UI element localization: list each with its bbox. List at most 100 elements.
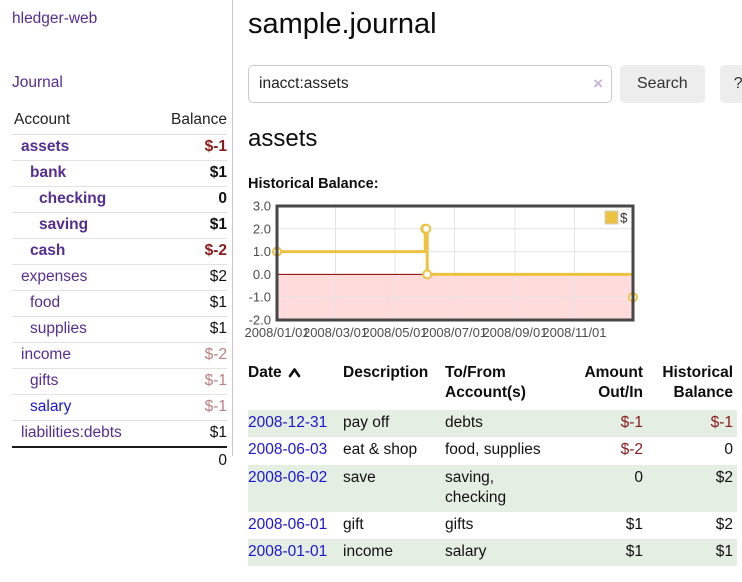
register-accounts-cell: saving, checking xyxy=(445,468,507,506)
register-header-amount[interactable]: Amount Out/In xyxy=(584,364,643,402)
account-link[interactable]: assets xyxy=(21,138,70,155)
accounts-total-value: 0 xyxy=(154,446,227,474)
account-balance: $-1 xyxy=(154,134,227,161)
x-tick-label: 2008/09/01 xyxy=(482,325,547,340)
register-accounts-cell: salary xyxy=(445,542,487,560)
app-brand-link[interactable]: hledger-web xyxy=(12,10,98,27)
register-header-description[interactable]: Description xyxy=(343,364,429,381)
account-balance: $1 xyxy=(154,160,227,187)
account-row: checking 0 xyxy=(12,186,227,213)
account-row: saving $1 xyxy=(12,212,227,239)
register-balance-cell: $-1 xyxy=(710,414,733,432)
register-header-date[interactable]: Date xyxy=(248,361,343,410)
transaction-date-link[interactable]: 2008-06-01 xyxy=(248,515,328,533)
account-name-cell: liabilities:debts xyxy=(12,421,154,448)
account-name-cell: assets xyxy=(12,134,155,161)
x-tick-label: 2008/05/01 xyxy=(362,325,427,340)
account-link[interactable]: checking xyxy=(39,190,107,207)
chart-legend-swatch xyxy=(604,210,619,225)
search-input-wrap: × xyxy=(248,65,612,103)
y-tick-label: 3.0 xyxy=(253,199,271,214)
account-balance: $-1 xyxy=(154,394,227,421)
account-link[interactable]: supplies xyxy=(30,320,87,337)
account-link[interactable]: saving xyxy=(39,216,89,233)
search-button[interactable]: Search xyxy=(620,65,705,103)
account-row: food $1 xyxy=(12,290,227,317)
account-link[interactable]: income xyxy=(21,346,71,363)
account-name-cell: expenses xyxy=(12,264,155,291)
register-date-cell: 2008-06-01 xyxy=(248,512,343,539)
register-amount-cell: 0 xyxy=(634,468,643,486)
register-description-cell: income xyxy=(343,542,393,560)
account-row: bank $1 xyxy=(12,160,227,187)
register-amount-cell: $1 xyxy=(625,542,643,560)
transaction-date-link[interactable]: 2008-01-01 xyxy=(248,542,328,560)
account-link[interactable]: bank xyxy=(30,164,67,181)
register-accounts-cell: debts xyxy=(445,414,483,432)
chart-heading: Historical Balance: xyxy=(248,176,379,192)
account-name-cell: income xyxy=(12,342,155,369)
account-name-cell: checking xyxy=(12,186,155,213)
register-amount-cell: $-1 xyxy=(620,414,643,432)
account-link[interactable]: expenses xyxy=(21,268,88,285)
account-link[interactable]: liabilities:debts xyxy=(21,424,122,441)
help-button[interactable]: ? xyxy=(719,65,742,103)
sidebar-item-journal[interactable]: Journal xyxy=(12,74,63,91)
account-row: gifts $-1 xyxy=(12,368,227,395)
register-table: Date Description To/From Account(s) Amou… xyxy=(248,361,737,567)
register-date-cell: 2008-12-31 xyxy=(248,410,343,437)
register-header-balance[interactable]: Historical Balance xyxy=(662,364,733,402)
register-description-cell: save xyxy=(343,468,376,486)
y-tick-label: -2.0 xyxy=(249,313,271,328)
register-accounts-cell: food, supplies xyxy=(445,441,541,459)
register-amount-cell: $-2 xyxy=(620,441,643,459)
account-row: cash $-2 xyxy=(12,238,227,265)
register-date-cell: 2008-06-02 xyxy=(248,465,343,512)
account-balance: $1 xyxy=(154,212,227,239)
account-balance: $-1 xyxy=(154,368,227,395)
register-row: 2008-06-01 gift gifts $1 $2 xyxy=(248,512,737,539)
account-link[interactable]: food xyxy=(30,294,61,311)
main-content: sample.journal × Search ? assets Histori… xyxy=(244,0,742,567)
account-link[interactable]: gifts xyxy=(30,372,59,389)
sort-ascending-icon xyxy=(288,368,300,378)
register-header-accounts[interactable]: To/From Account(s) xyxy=(445,364,526,402)
search-input[interactable] xyxy=(248,65,612,103)
register-amount-cell: $1 xyxy=(625,515,643,533)
account-name-cell: saving xyxy=(12,212,155,239)
x-tick-label: 2008/01/01 xyxy=(244,325,309,340)
search-bar: × Search ? xyxy=(248,65,742,103)
chart-border xyxy=(275,204,635,322)
register-description-cell: pay off xyxy=(343,414,390,432)
clear-search-icon[interactable]: × xyxy=(593,73,603,93)
transaction-date-link[interactable]: 2008-12-31 xyxy=(248,414,328,432)
accounts-table: Account Balance assets $-1 bank $1 checking 0… xyxy=(12,108,227,474)
register-balance-cell: 0 xyxy=(724,441,733,459)
register-row: 2008-06-02 save saving, checking 0 $2 xyxy=(248,464,737,512)
account-balance: $1 xyxy=(154,316,227,343)
account-balance: $1 xyxy=(154,290,227,317)
register-balance-cell: $2 xyxy=(715,468,733,486)
chart-point xyxy=(421,223,432,234)
register-description-cell: gift xyxy=(343,515,364,533)
y-tick-label: -1.0 xyxy=(249,290,271,305)
y-tick-label: 0.0 xyxy=(253,267,271,282)
transaction-date-link[interactable]: 2008-06-02 xyxy=(248,468,328,486)
y-tick-label: 1.0 xyxy=(253,244,271,259)
account-name-cell: bank xyxy=(12,160,155,187)
transaction-date-link[interactable]: 2008-06-03 xyxy=(248,441,328,459)
account-row: salary $-1 xyxy=(12,394,227,421)
account-name-cell: salary xyxy=(12,394,155,421)
register-date-cell: 2008-06-03 xyxy=(248,437,343,464)
account-name-cell: food xyxy=(12,290,155,317)
account-name-cell: supplies xyxy=(12,316,155,343)
y-tick-label: 2.0 xyxy=(253,221,271,236)
account-link[interactable]: salary xyxy=(30,398,72,415)
x-tick-label: 2008/03/01 xyxy=(303,325,368,340)
account-balance: $2 xyxy=(154,264,227,291)
account-balance: $-2 xyxy=(154,238,227,265)
register-accounts-cell: gifts xyxy=(445,515,474,533)
x-tick-label: 2008/07/01 xyxy=(422,325,487,340)
account-link[interactable]: cash xyxy=(30,242,66,259)
chart-point xyxy=(422,269,433,280)
